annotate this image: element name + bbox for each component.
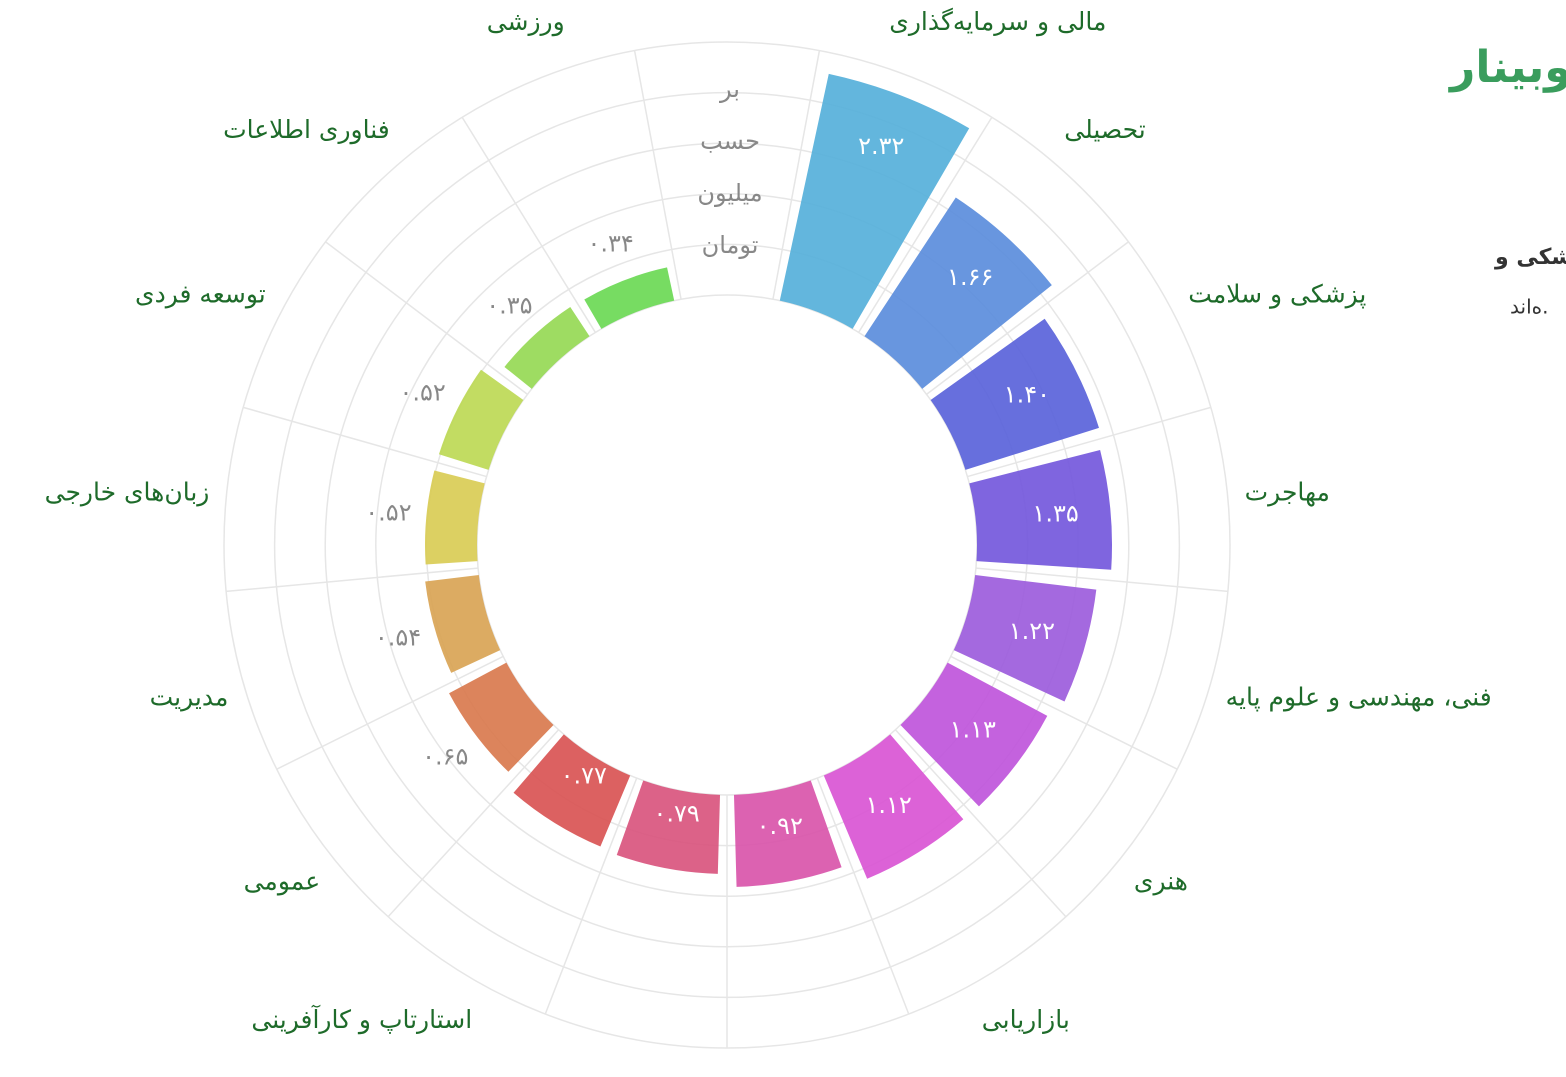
value-label: ۱.۲۲ xyxy=(1009,617,1055,645)
category-label: فنی، مهندسی و علوم پایه xyxy=(1226,682,1492,712)
value-label: ۱.۳۵ xyxy=(1032,500,1078,528)
grid-spoke xyxy=(975,567,1228,593)
grid-spoke xyxy=(226,567,479,593)
bar xyxy=(504,306,590,389)
category-label: تحصیلی xyxy=(1064,115,1145,144)
category-label: عمومی xyxy=(244,866,321,895)
bar xyxy=(425,470,485,565)
grid-spoke xyxy=(926,241,1129,395)
value-label: ۰.۵۲ xyxy=(365,499,411,527)
subtitle-line: ه‌اند. xyxy=(1510,295,1548,319)
grid-ring xyxy=(476,294,978,796)
bar xyxy=(779,73,970,329)
grid-spoke xyxy=(967,406,1212,478)
value-label: ۱.۱۲ xyxy=(865,791,911,819)
unit-label: میلیون xyxy=(697,179,762,207)
bar xyxy=(438,369,524,470)
chart-title: وبینار xyxy=(1448,42,1566,93)
value-label: ۱.۴۰ xyxy=(1004,381,1050,409)
grid-spoke xyxy=(816,777,910,1015)
bar xyxy=(969,450,1112,570)
grid-spoke xyxy=(242,406,487,478)
category-label: مدیریت xyxy=(150,682,229,711)
bar xyxy=(930,318,1099,470)
category-label: ورزشی xyxy=(487,7,565,37)
grid-spoke xyxy=(633,50,682,300)
unit-label: تومان xyxy=(702,231,759,259)
bar xyxy=(953,575,1097,702)
value-label: ۲.۳۲ xyxy=(858,132,904,160)
grid-spoke xyxy=(544,777,638,1015)
value-label: ۱.۶۶ xyxy=(947,263,993,291)
value-label: ۱.۱۳ xyxy=(950,716,996,744)
grid-spoke xyxy=(276,655,504,770)
value-label: ۰.۶۵ xyxy=(422,743,468,771)
grid-spoke xyxy=(950,655,1178,770)
value-label: ۰.۹۲ xyxy=(757,812,803,840)
grid-spoke xyxy=(461,116,597,333)
category-label: هنری xyxy=(1134,866,1188,895)
bar xyxy=(425,575,501,673)
unit-label: حسب xyxy=(700,127,760,155)
value-label: ۰.۵۲ xyxy=(399,378,445,406)
grid-spoke xyxy=(387,729,560,918)
bar xyxy=(584,267,675,329)
value-label: ۰.۳۴ xyxy=(588,230,634,258)
grid-spoke xyxy=(894,729,1067,918)
value-label: ۰.۷۷ xyxy=(561,761,607,789)
value-label: ۰.۷۹ xyxy=(653,799,699,827)
category-label: مهاجرت xyxy=(1245,477,1330,507)
value-label: ۰.۵۴ xyxy=(375,624,421,652)
bar xyxy=(733,780,842,887)
category-label: استارتاپ و کارآفرینی xyxy=(251,1004,472,1035)
category-label: پزشکی و سلامت xyxy=(1188,279,1366,309)
subtitle-line: شکی و xyxy=(1494,245,1566,270)
category-label: زبان‌های خارجی xyxy=(45,477,210,506)
category-label: توسعه فردی xyxy=(135,279,266,308)
category-label: بازاریابی xyxy=(982,1005,1070,1034)
grid-spoke xyxy=(857,116,993,333)
unit-label: بر xyxy=(719,75,740,103)
grid-spoke xyxy=(772,50,821,300)
grid-spoke xyxy=(325,241,528,395)
category-label: فناوری اطلاعات xyxy=(223,115,390,145)
value-label: ۰.۳۵ xyxy=(486,291,532,319)
bar xyxy=(616,780,721,874)
bar xyxy=(823,734,964,879)
category-label: مالی و سرمایه‌گذاری xyxy=(889,7,1106,37)
bar xyxy=(864,197,1052,389)
bar xyxy=(900,662,1048,807)
bar xyxy=(513,734,631,847)
bar xyxy=(449,662,554,772)
